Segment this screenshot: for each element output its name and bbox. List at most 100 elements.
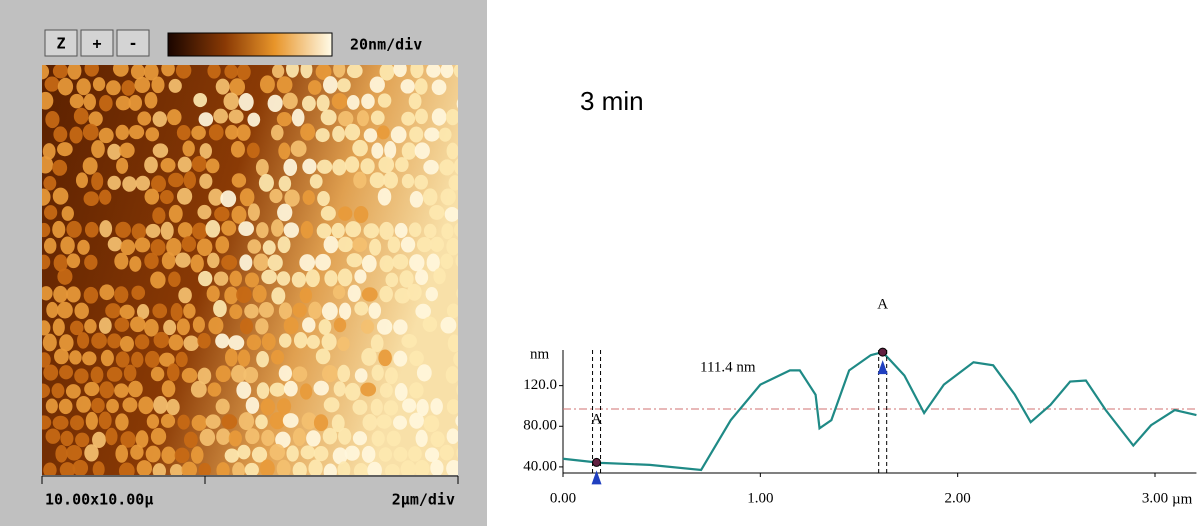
grain	[225, 349, 238, 367]
grain	[308, 302, 322, 319]
grain	[369, 239, 381, 256]
grain	[115, 317, 130, 331]
grain	[192, 415, 207, 431]
grain	[447, 143, 459, 160]
grain	[415, 269, 428, 285]
grain	[277, 204, 292, 222]
grain	[206, 414, 221, 428]
grain	[132, 223, 146, 239]
grain	[215, 334, 229, 349]
grain	[345, 156, 359, 173]
grain	[239, 412, 254, 430]
grain	[293, 428, 306, 446]
grain	[383, 172, 398, 189]
grain	[232, 173, 246, 187]
grain	[220, 190, 236, 207]
grain	[440, 188, 455, 205]
grain	[137, 111, 151, 125]
grain	[122, 80, 136, 96]
grain	[271, 350, 284, 365]
grain	[166, 399, 179, 415]
grain	[99, 381, 114, 398]
grain	[380, 255, 394, 272]
grain	[447, 304, 460, 319]
grain	[392, 254, 408, 270]
grain	[322, 302, 338, 320]
grain	[43, 176, 56, 191]
grain	[321, 109, 337, 125]
grain	[91, 140, 105, 158]
grain	[83, 124, 99, 141]
grain	[271, 287, 285, 304]
grain	[52, 383, 65, 398]
grain	[231, 141, 245, 158]
grain	[199, 112, 214, 126]
grain	[73, 460, 89, 476]
grain	[261, 430, 274, 446]
grain	[314, 446, 329, 461]
grain	[169, 205, 183, 223]
grain	[314, 414, 328, 431]
grain	[345, 383, 360, 401]
grain	[380, 63, 395, 81]
grain	[191, 254, 204, 272]
grain	[360, 382, 376, 396]
grain	[161, 222, 174, 240]
grain	[67, 253, 80, 268]
grain	[238, 221, 254, 236]
grain	[409, 413, 424, 429]
grain	[248, 203, 260, 221]
grain	[271, 125, 284, 141]
grain	[77, 332, 89, 349]
grain	[240, 188, 255, 206]
grain	[136, 176, 150, 191]
grain	[240, 318, 253, 334]
grain	[178, 222, 193, 238]
grain	[324, 236, 339, 253]
grain	[348, 285, 361, 302]
grain	[146, 446, 161, 463]
grain	[362, 446, 376, 463]
grain	[162, 252, 176, 269]
grain	[313, 381, 328, 396]
grain	[268, 95, 283, 112]
grain	[59, 365, 73, 379]
grain	[119, 143, 134, 158]
grain	[171, 303, 183, 321]
grain	[378, 350, 392, 367]
grain	[291, 141, 307, 157]
grain	[430, 237, 444, 252]
grain	[177, 415, 189, 430]
grain	[184, 432, 198, 448]
grain	[46, 302, 58, 318]
grain	[402, 142, 417, 159]
grain	[59, 399, 73, 414]
grain	[433, 268, 445, 284]
grain	[372, 430, 385, 446]
grain	[385, 367, 398, 384]
grain	[416, 430, 428, 447]
grain	[362, 287, 378, 301]
grain	[260, 460, 275, 478]
y-tick-label: 40.00	[523, 458, 557, 474]
grain	[364, 128, 377, 142]
grain	[115, 222, 131, 238]
grain	[337, 337, 349, 351]
grain	[277, 398, 291, 415]
grain	[323, 76, 338, 94]
grain	[66, 221, 81, 238]
grain	[221, 414, 237, 429]
grain	[134, 77, 150, 93]
grain	[441, 223, 453, 239]
grain	[236, 382, 251, 399]
grain	[46, 398, 58, 413]
grain	[409, 222, 422, 237]
grain	[182, 236, 197, 252]
grain	[84, 382, 99, 396]
grain	[379, 286, 393, 302]
grain	[144, 253, 158, 269]
grain	[154, 332, 170, 348]
grain	[193, 93, 207, 107]
grain	[177, 125, 191, 140]
grain	[257, 382, 269, 399]
